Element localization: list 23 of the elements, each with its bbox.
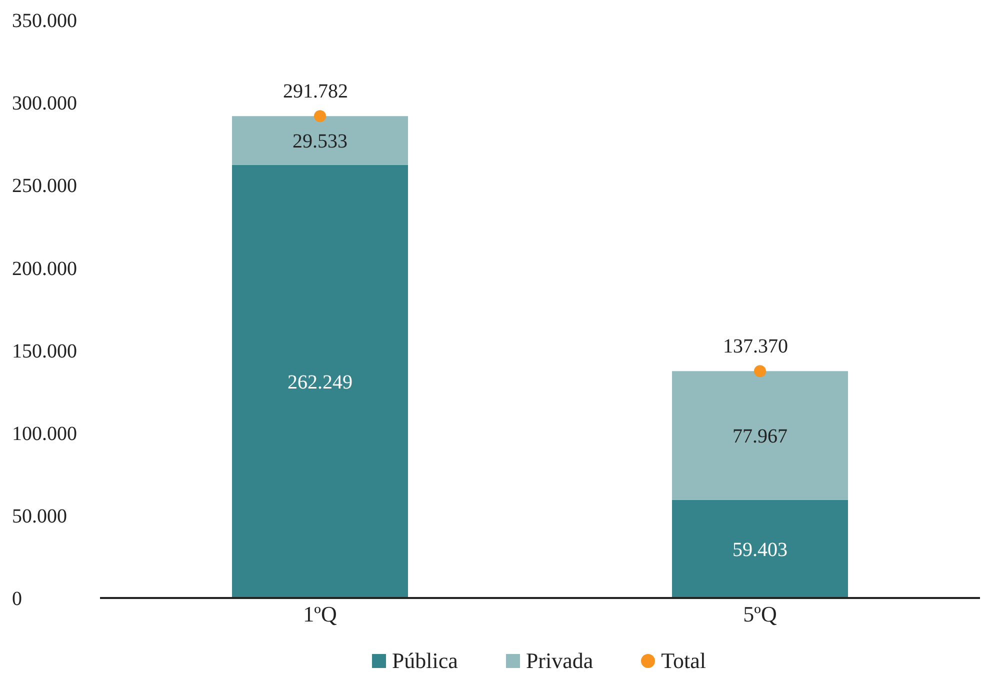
y-tick-label: 200.000 (12, 258, 77, 280)
data-label: 291.782 (282, 80, 348, 103)
legend-label: Pública (392, 648, 458, 674)
data-label: 77.967 (732, 426, 788, 448)
y-tick-label: 100.000 (12, 422, 77, 445)
data-label: 29.533 (292, 130, 348, 153)
legend-label: Total (661, 648, 706, 674)
bar (232, 164, 408, 598)
y-tick-label: 350.000 (12, 10, 77, 32)
legend-label: Privada (526, 648, 594, 674)
x-tick-label: 5ºQ (743, 602, 777, 627)
bar (672, 500, 848, 598)
bar (232, 116, 408, 165)
data-label: 137.370 (722, 336, 788, 358)
x-tick-label: 1ºQ (303, 602, 337, 627)
y-tick-label: 300.000 (12, 92, 77, 115)
data-label: 59.403 (732, 538, 788, 561)
y-tick-label: 50.000 (12, 506, 67, 528)
y-tick-label: 250.000 (12, 175, 77, 198)
data-label: 262.249 (288, 371, 352, 394)
bar (672, 371, 848, 500)
y-tick-label: 0 (12, 588, 22, 610)
y-tick-label: 150.000 (12, 340, 77, 362)
